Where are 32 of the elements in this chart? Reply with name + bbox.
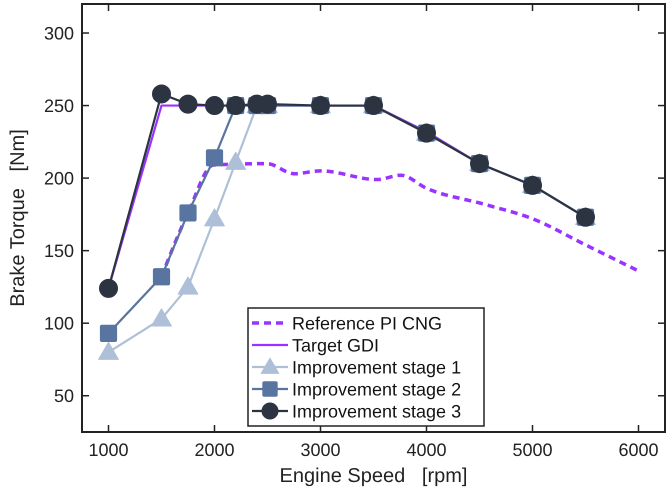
x-axis-title: Engine Speed [rpm] bbox=[280, 465, 468, 487]
point bbox=[225, 152, 246, 170]
y-axis-title: Brake Torque [Nm] bbox=[7, 129, 29, 307]
x-tick-label: 6000 bbox=[618, 440, 659, 460]
y-tick-label: 200 bbox=[44, 168, 74, 188]
y-tick-label: 150 bbox=[44, 240, 74, 261]
point bbox=[206, 149, 224, 166]
x-tick-label: 1000 bbox=[88, 440, 129, 460]
point bbox=[98, 342, 119, 360]
point bbox=[99, 278, 118, 298]
point bbox=[151, 308, 172, 327]
point bbox=[152, 84, 171, 104]
y-tick-label: 300 bbox=[44, 23, 74, 44]
x-tick-label: 5000 bbox=[512, 440, 553, 460]
point bbox=[205, 96, 224, 116]
point bbox=[100, 324, 118, 342]
point bbox=[204, 208, 225, 226]
x-tick-label: 3000 bbox=[300, 440, 341, 460]
x-tick-label: 4000 bbox=[406, 440, 447, 460]
legend-label: Improvement stage 1 bbox=[292, 357, 462, 378]
point bbox=[178, 94, 198, 114]
point bbox=[179, 204, 197, 222]
y-tick-label: 100 bbox=[44, 313, 74, 334]
legend-label: Improvement stage 3 bbox=[292, 401, 462, 422]
legend-label: Improvement stage 2 bbox=[292, 379, 462, 400]
y-tick-label: 250 bbox=[44, 96, 74, 116]
point bbox=[152, 268, 170, 286]
x-tick-label: 2000 bbox=[194, 440, 235, 460]
point bbox=[178, 276, 198, 295]
legend-label: Reference PI CNG bbox=[292, 313, 442, 334]
legend-label: Target GDI bbox=[292, 335, 380, 356]
y-tick-label: 50 bbox=[54, 386, 74, 406]
